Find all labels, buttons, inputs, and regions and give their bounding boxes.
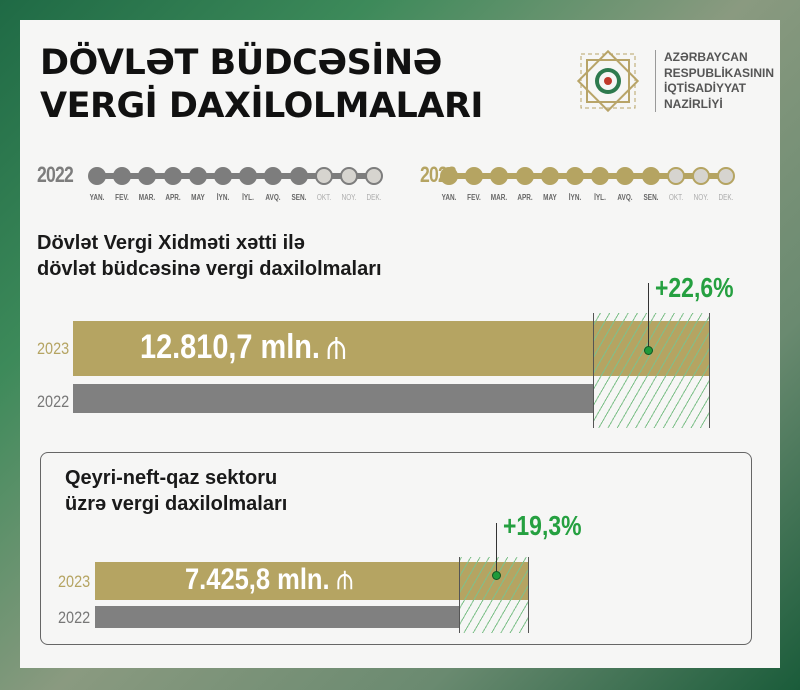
month-dot-filled xyxy=(88,167,106,185)
month-label: YAN. xyxy=(441,193,457,202)
month-dot-filled xyxy=(188,167,207,185)
logo-line: NAZİRLİYİ xyxy=(664,96,723,111)
month-dot-filled xyxy=(490,167,509,185)
manat-icon xyxy=(327,336,345,359)
chart-title-line: Dövlət Vergi Xidməti xətti ilə xyxy=(37,232,305,254)
month-dot-empty xyxy=(340,167,358,185)
chart2-box xyxy=(40,452,752,645)
month-label: MAY xyxy=(542,193,557,202)
value-text: 7.425,8 mln. xyxy=(185,563,330,596)
month-label: AVQ. xyxy=(265,193,281,202)
ministry-emblem-icon xyxy=(576,49,640,113)
value-label: 12.810,7 mln. xyxy=(140,328,345,367)
month-dot-filled xyxy=(591,167,610,185)
chart-title-line: üzrə vergi daxilolmaları xyxy=(65,493,288,515)
month-label: İYL. xyxy=(594,193,607,202)
bar-2022 xyxy=(73,384,593,413)
year-label-2023: 2023 xyxy=(58,572,91,591)
month-dot-filled xyxy=(264,167,283,185)
timeline-2022: 2022 YAN. FEV. MAR. APR. MAY İYN. İYL. AVQ. SEN.… xyxy=(37,162,384,202)
ministry-name: AZƏRBAYCAN RESPUBLİKASININ İQTİSADİYYAT … xyxy=(655,50,774,112)
chart1-title: Dövlət Vergi Xidməti xətti ilə dövlət bü… xyxy=(37,230,382,282)
month-dot-filled xyxy=(113,167,132,185)
month-dot-filled xyxy=(566,167,584,185)
growth-label: +19,3% xyxy=(503,510,582,541)
month-dot-filled xyxy=(515,167,534,185)
month-label: OKT. xyxy=(668,193,683,202)
month-label: DEK. xyxy=(366,193,382,202)
month-dot-filled xyxy=(239,167,258,185)
callout-line xyxy=(648,283,649,350)
month-dot-filled xyxy=(540,167,559,185)
month-label: FEV. xyxy=(467,193,481,202)
callout-line xyxy=(496,523,497,575)
growth-hatch xyxy=(592,313,710,428)
month-dot-filled xyxy=(138,167,157,185)
month-dot-empty xyxy=(365,167,384,185)
bar-2023 xyxy=(95,562,529,600)
chart-title-line: Qeyri-neft-qaz sektoru xyxy=(65,467,278,489)
month-label: OKT. xyxy=(316,193,331,202)
month-label: İYN. xyxy=(568,193,582,202)
page-title: DÖVLƏT BÜDCƏSİNƏ VERGİ DAXİLOLMALARI xyxy=(40,42,483,128)
timeline-track xyxy=(97,173,375,179)
month-label: APR. xyxy=(164,193,181,202)
month-dot-filled xyxy=(214,167,232,185)
month-dot-filled xyxy=(616,167,635,185)
manat-icon xyxy=(337,570,353,590)
month-label: FEV. xyxy=(115,193,129,202)
month-label: MAY xyxy=(190,193,205,202)
title-line: DÖVLƏT BÜDCƏSİNƏ xyxy=(40,43,442,83)
year-label-2022: 2022 xyxy=(58,608,91,627)
logo-line: AZƏRBAYCAN xyxy=(664,50,748,64)
month-dot-filled xyxy=(465,167,484,185)
month-label: APR. xyxy=(516,193,533,202)
timeline-2023: 2023 YAN. FEV. MAR. APR. MAY İYN. İYL. AVQ. SEN.… xyxy=(420,162,736,202)
month-label: İYL. xyxy=(242,193,255,202)
timeline-track xyxy=(449,173,727,179)
month-dot-filled xyxy=(163,167,182,185)
month-label: MAR. xyxy=(491,193,508,202)
callout-dot xyxy=(492,571,501,580)
chart2-title: Qeyri-neft-qaz sektoru üzrə vergi daxilo… xyxy=(65,465,287,517)
callout-dot xyxy=(644,346,653,355)
logo-line: İQTİSADİYYAT xyxy=(664,81,747,95)
month-dot-filled xyxy=(440,167,458,185)
month-label: DEK. xyxy=(718,193,734,202)
month-dot-empty xyxy=(717,167,736,185)
month-label: NOY. xyxy=(341,193,357,202)
growth-hatch xyxy=(458,557,529,633)
month-dot-empty xyxy=(314,167,333,185)
year-label-2022: 2022 xyxy=(37,392,70,411)
title-line: VERGİ DAXİLOLMALARI xyxy=(40,86,483,126)
month-dot-filled xyxy=(641,167,660,185)
growth-label: +22,6% xyxy=(655,272,734,303)
month-dot-filled xyxy=(289,167,308,185)
value-text: 12.810,7 mln. xyxy=(140,328,320,366)
month-label: SEN. xyxy=(291,193,307,202)
timeline-year-label: 2022 xyxy=(37,162,74,187)
value-label: 7.425,8 mln. xyxy=(185,563,353,597)
month-label: YAN. xyxy=(89,193,105,202)
month-label: MAR. xyxy=(139,193,156,202)
month-label: SEN. xyxy=(643,193,659,202)
month-dot-empty xyxy=(666,167,685,185)
month-label: AVQ. xyxy=(617,193,633,202)
month-dot-empty xyxy=(692,167,710,185)
year-label-2023: 2023 xyxy=(37,339,70,358)
month-label: İYN. xyxy=(216,193,230,202)
bar-2022 xyxy=(95,606,459,628)
chart-title-line: dövlət büdcəsinə vergi daxilolmaları xyxy=(37,258,382,280)
month-label: NOY. xyxy=(693,193,709,202)
logo-line: RESPUBLİKASININ xyxy=(664,65,775,80)
